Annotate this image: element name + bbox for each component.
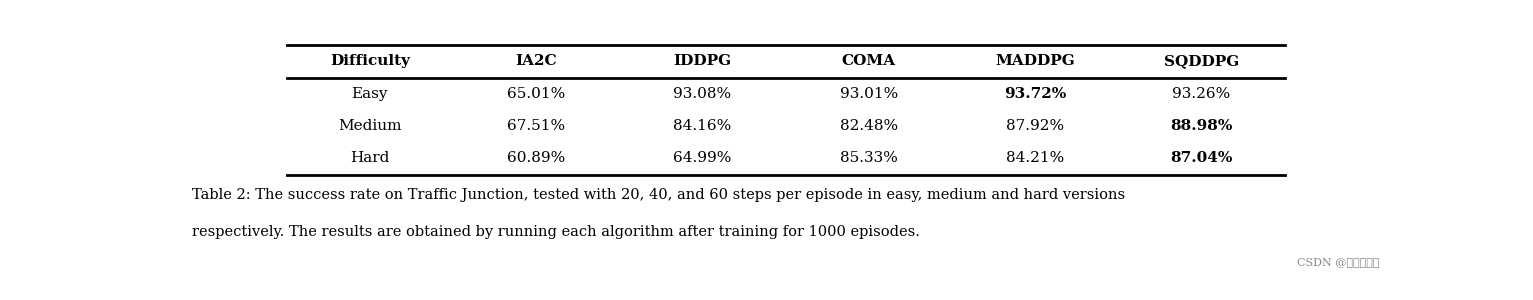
Text: Table 2: The success rate on Traffic Junction, tested with 20, 40, and 60 steps : Table 2: The success rate on Traffic Jun… xyxy=(192,188,1125,203)
Text: respectively. The results are obtained by running each algorithm after training : respectively. The results are obtained b… xyxy=(192,225,920,239)
Text: CSDN @木子泽月生: CSDN @木子泽月生 xyxy=(1297,257,1380,267)
